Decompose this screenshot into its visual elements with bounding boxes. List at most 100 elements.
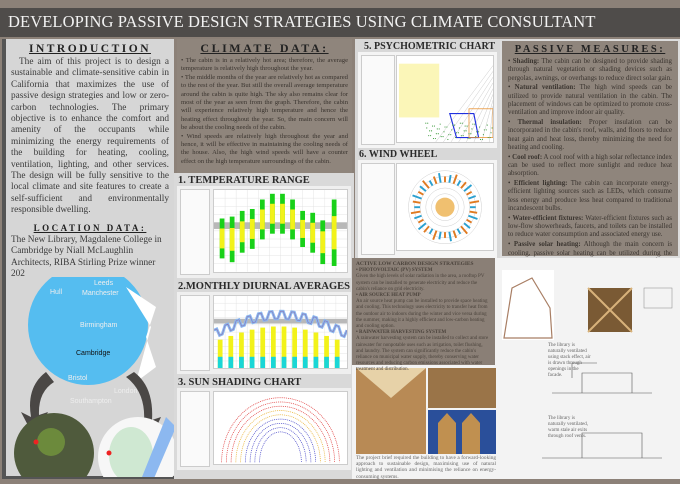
measure-text: Proper insulation can be incorporated in… bbox=[508, 119, 672, 151]
measure-label: Shading: bbox=[512, 58, 540, 65]
hour-point bbox=[472, 123, 474, 125]
arrow-left-icon bbox=[21, 372, 54, 437]
radiation-bar bbox=[260, 327, 266, 369]
wind-bar bbox=[413, 214, 422, 220]
wind-bar bbox=[468, 195, 476, 200]
humidity-line bbox=[450, 77, 493, 143]
sun-path-arc bbox=[235, 410, 326, 463]
wind-bar bbox=[468, 214, 478, 220]
hour-point bbox=[469, 137, 471, 140]
location-text: The New Library, Magdalene College in Ca… bbox=[11, 234, 162, 279]
wind-bar bbox=[428, 228, 434, 235]
wind-bar bbox=[452, 174, 458, 185]
hour-point bbox=[443, 131, 445, 133]
hour-point bbox=[446, 126, 448, 128]
radiation-bar bbox=[249, 329, 255, 369]
hour-point bbox=[454, 137, 457, 139]
wind-bar bbox=[452, 230, 458, 239]
mean-temperature-line bbox=[213, 310, 347, 337]
hour-point bbox=[444, 126, 446, 128]
hour-point bbox=[428, 135, 430, 137]
hour-point bbox=[452, 124, 454, 126]
psychometric-chart bbox=[358, 52, 497, 148]
measure-text: A cool roof with a high solar reflectanc… bbox=[508, 153, 672, 178]
hour-point bbox=[491, 127, 493, 129]
reading-room-photo bbox=[428, 368, 496, 408]
wind-bar bbox=[423, 225, 430, 233]
temperature-bar-mean-range bbox=[239, 221, 245, 243]
hour-point bbox=[447, 138, 449, 141]
sun-shading-chart bbox=[177, 388, 351, 470]
radiation-bar bbox=[228, 335, 234, 369]
radiation-bar bbox=[334, 339, 340, 369]
radiation-bar bbox=[270, 326, 276, 369]
temperature-bar-mean-range bbox=[331, 216, 337, 250]
hour-point bbox=[432, 137, 435, 140]
hour-point bbox=[482, 134, 484, 136]
wind-bar bbox=[469, 210, 478, 214]
strategy-label: • AIR SOURCE HEAT PUMP bbox=[356, 293, 421, 299]
sun-path-arc bbox=[254, 427, 307, 463]
wind-bar bbox=[460, 225, 468, 235]
measure-label: Passive solar heating: bbox=[513, 241, 581, 249]
hour-point bbox=[474, 123, 476, 125]
hour-point bbox=[464, 125, 466, 127]
passive-measure-item: • Natural ventilation: The high wind spe… bbox=[508, 84, 672, 117]
temperature-bar-mean-range bbox=[310, 222, 316, 243]
comfort-band bbox=[214, 318, 347, 324]
wind-bar bbox=[417, 191, 424, 196]
wind-bar bbox=[448, 231, 452, 242]
hour-point bbox=[479, 138, 482, 141]
diurnal-averages-chart bbox=[177, 292, 351, 374]
hour-point bbox=[427, 122, 429, 124]
temperature-bar-mean-range bbox=[290, 209, 295, 230]
wind-bar bbox=[460, 181, 467, 189]
measure-label: Water-efficient fixtures: bbox=[512, 214, 584, 222]
hour-point bbox=[440, 136, 442, 138]
wind-bar bbox=[412, 194, 422, 200]
hour-point bbox=[461, 122, 463, 124]
wind-bar bbox=[438, 172, 442, 183]
wind-bar bbox=[463, 184, 473, 192]
passive-heading: PASSIVE MEASURES: bbox=[514, 44, 666, 55]
temperature-bar-mean-range bbox=[320, 231, 326, 254]
strategy-text: An air source heat pump can be installed… bbox=[356, 299, 488, 330]
climate-bullet: Wind speeds are relatively high througho… bbox=[181, 133, 348, 167]
hour-point bbox=[439, 123, 441, 125]
low-carbon-item: • RAINWATER HARVESTING SYSTEM A rainwater… bbox=[356, 330, 491, 373]
hour-point bbox=[470, 133, 472, 135]
hour-point bbox=[429, 130, 431, 132]
wind-bar bbox=[419, 185, 427, 192]
wind-bar bbox=[432, 176, 438, 185]
uk-map bbox=[28, 277, 148, 385]
hour-point bbox=[459, 122, 461, 124]
strategy-text: Given the high levels of solar radiation… bbox=[356, 274, 485, 292]
sun-path-arc bbox=[244, 418, 317, 463]
strategy-label: • PHOTOVOLTAIC (PV) SYSTEM bbox=[356, 268, 433, 274]
low-carbon-heading: ACTIVE LOW CARBON DESIGN STRATEGIES bbox=[356, 261, 474, 267]
diffuse-bar bbox=[324, 356, 329, 369]
climate-bullet: The cabin is in a relatively hot area; t… bbox=[181, 57, 348, 74]
measure-text: The cabin can incorporate energy-efficie… bbox=[508, 180, 673, 213]
passive-measures-panel: PASSIVE MEASURES: • Shading: The cabin c… bbox=[500, 39, 680, 281]
diffuse-bar bbox=[239, 356, 244, 369]
hour-point bbox=[487, 137, 489, 139]
poster-title: DEVELOPING PASSIVE DESIGN STRATEGIES USI… bbox=[0, 8, 680, 37]
hour-point bbox=[458, 127, 460, 129]
hour-point bbox=[457, 132, 460, 134]
svg-text:Cambridge: Cambridge bbox=[76, 350, 110, 357]
measure-label: Efficient lighting: bbox=[513, 180, 568, 188]
location-heading: LOCATION DATA: bbox=[33, 222, 147, 233]
measure-text: The cabin can be designed to provide sha… bbox=[508, 58, 672, 82]
diffuse-bar bbox=[249, 356, 255, 369]
chart-legend bbox=[361, 163, 395, 255]
climate-bullet: The middle months of the year are relati… bbox=[181, 74, 348, 133]
wind-bar bbox=[466, 218, 473, 224]
passive-measure-item: • Water-efficient fixtures: Water-effici… bbox=[508, 214, 672, 239]
wind-bar bbox=[463, 222, 471, 229]
diffuse-bar bbox=[260, 356, 266, 369]
measure-label: Thermal insulation: bbox=[517, 119, 582, 127]
diffuse-bar bbox=[270, 356, 276, 369]
hour-point bbox=[475, 136, 477, 138]
humidity-line bbox=[442, 71, 493, 143]
